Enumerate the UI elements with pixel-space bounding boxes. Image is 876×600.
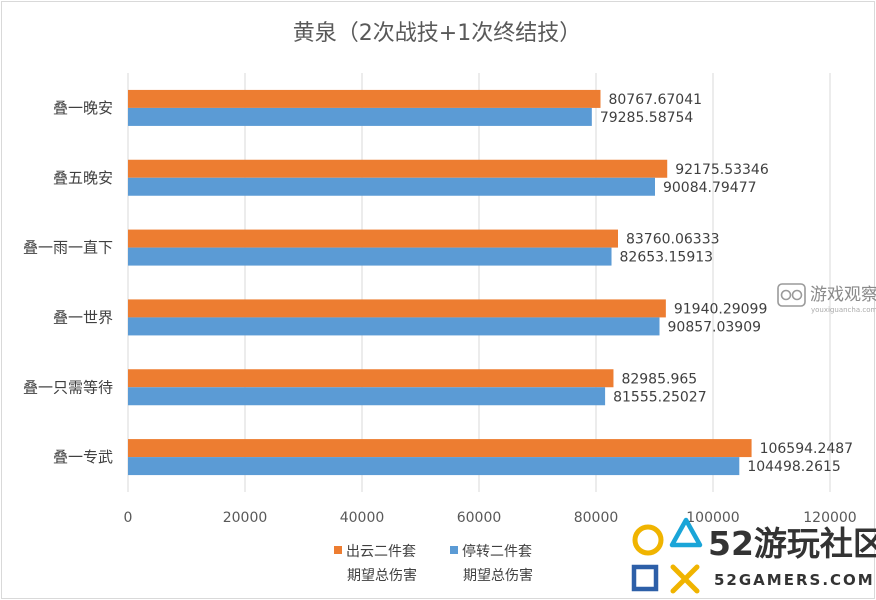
bars-group xyxy=(128,89,752,476)
52gamers-watermark: 52游玩社区 52GAMERS.COM xyxy=(631,517,876,594)
data-label-s0-4: 82985.965 xyxy=(621,371,697,387)
category-label-0: 叠一晚安 xyxy=(53,99,113,117)
x-tick-label-2: 40000 xyxy=(340,510,385,526)
legend-swatch-tingzhuan xyxy=(450,546,458,554)
data-label-s1-2: 82653.15913 xyxy=(620,250,714,266)
x-tick-label-3: 60000 xyxy=(457,510,502,526)
category-label-1: 叠五晚安 xyxy=(53,169,113,187)
bar-s1-3 xyxy=(128,317,660,336)
legend-label-chuyun-1: 出云二件套 xyxy=(346,544,416,560)
square-logo-icon xyxy=(631,564,659,592)
52gamers-name: 52游玩社区 xyxy=(708,524,876,563)
binoculars-icon xyxy=(777,283,806,307)
legend-label-tingzhuan-2: 期望总伤害 xyxy=(463,568,533,584)
bar-s0-3 xyxy=(128,299,666,318)
legend: 出云二件套 期望总伤害 停转二件套 期望总伤害 xyxy=(334,543,533,584)
legend-label-chuyun-2: 期望总伤害 xyxy=(347,568,417,584)
data-label-s0-5: 106594.2487 xyxy=(760,441,854,457)
category-label-5: 叠一专武 xyxy=(53,448,113,466)
youxiguancha-name: 游戏观察 xyxy=(810,285,876,305)
category-label-2: 叠一雨一直下 xyxy=(23,239,113,257)
gridlines xyxy=(127,73,831,492)
x-tick-label-4: 80000 xyxy=(574,510,619,526)
legend-swatch-chuyun xyxy=(334,546,342,554)
category-label-4: 叠一只需等待 xyxy=(23,378,113,396)
bar-s0-1 xyxy=(128,159,668,178)
x-tick-label-5: 100000 xyxy=(686,510,739,526)
data-label-s1-0: 79285.58754 xyxy=(600,110,694,126)
x-tick-label-6: 120000 xyxy=(803,510,856,526)
data-label-s1-3: 90857.03909 xyxy=(668,319,762,335)
youxiguancha-url: youxiguancha.com xyxy=(811,306,876,314)
data-label-s0-3: 91940.29099 xyxy=(674,301,768,317)
data-label-s1-5: 104498.2615 xyxy=(747,459,841,475)
data-label-s0-0: 80767.67041 xyxy=(608,92,702,108)
bar-s0-4 xyxy=(128,369,614,388)
data-labels: 80767.67041 79285.58754 92175.53346 90084.7… xyxy=(600,92,853,475)
triangle-logo-icon xyxy=(669,517,703,548)
data-label-s1-1: 90084.79477 xyxy=(663,180,757,196)
bar-s0-5 xyxy=(128,439,752,458)
category-label-3: 叠一世界 xyxy=(53,308,113,326)
bar-s0-2 xyxy=(128,229,618,248)
x-tick-labels: 0 20000 40000 60000 80000 100000 120000 xyxy=(124,510,857,526)
circle-logo-icon xyxy=(632,524,664,556)
bar-s1-5 xyxy=(128,457,740,476)
52gamers-url: 52GAMERS.COM xyxy=(714,571,875,589)
chart-title: 黄泉（2次战技+1次终结技） xyxy=(293,21,581,46)
bar-s1-2 xyxy=(128,247,612,266)
x-tick-label-0: 0 xyxy=(124,510,133,526)
bar-s1-1 xyxy=(128,177,655,196)
data-label-s1-4: 81555.25027 xyxy=(613,389,707,405)
data-label-s0-1: 92175.53346 xyxy=(675,162,769,178)
data-label-s0-2: 83760.06333 xyxy=(626,232,720,248)
bar-s1-0 xyxy=(128,107,592,126)
bar-s1-4 xyxy=(128,387,606,406)
youxiguancha-watermark: 游戏观察 youxiguancha.com xyxy=(777,283,876,314)
legend-label-tingzhuan-1: 停转二件套 xyxy=(462,543,532,560)
x-tick-label-1: 20000 xyxy=(223,510,268,526)
bar-s0-0 xyxy=(128,89,601,108)
